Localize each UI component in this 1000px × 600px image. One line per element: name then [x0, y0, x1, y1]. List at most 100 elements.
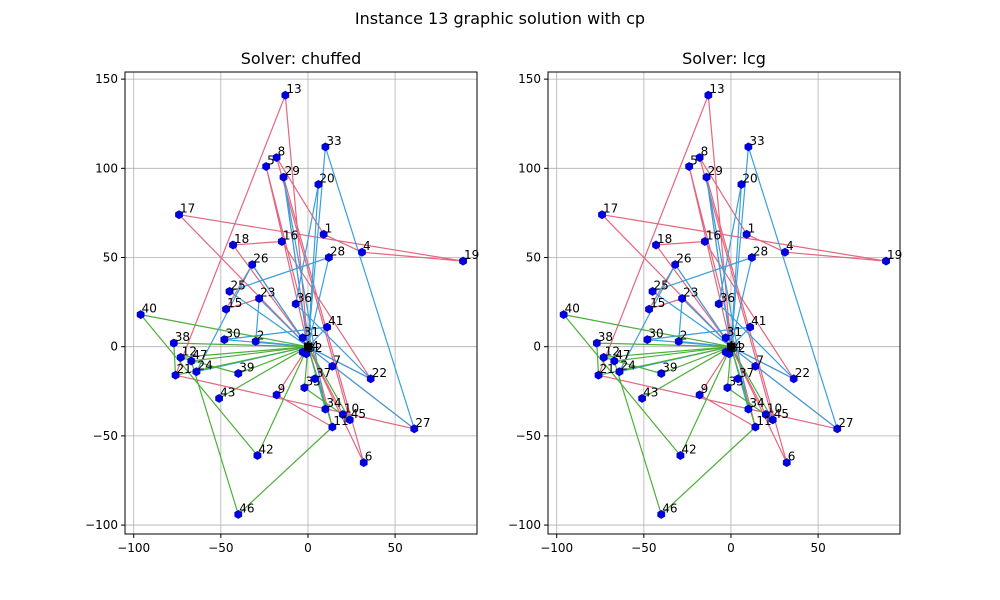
- node-label-2: 2: [680, 328, 688, 342]
- node-label-46: 46: [662, 501, 677, 515]
- node-label-8: 8: [278, 145, 286, 159]
- node-label-20: 20: [742, 171, 757, 185]
- y-tick-label: 50: [526, 251, 541, 265]
- node-label-29: 29: [708, 164, 723, 178]
- y-tick-label: 0: [533, 340, 541, 354]
- node-label-6: 6: [365, 450, 373, 464]
- node-marker-33: [744, 142, 753, 152]
- node-marker-8: [272, 153, 281, 163]
- node-label-27: 27: [415, 416, 430, 430]
- node-label-21: 21: [600, 362, 615, 376]
- subplot-title: Solver: chuffed: [241, 49, 362, 68]
- node-label-4: 4: [363, 239, 371, 253]
- node-marker-33: [321, 142, 330, 152]
- node-marker-2: [674, 336, 683, 346]
- node-marker-38: [592, 338, 601, 348]
- node-marker-12: [599, 352, 608, 362]
- node-label-45: 45: [351, 407, 366, 421]
- y-tick-label: 100: [518, 161, 541, 175]
- node-marker-23: [255, 294, 264, 303]
- node-marker-29: [279, 172, 288, 182]
- node-marker-20: [737, 179, 746, 189]
- node-label-5: 5: [690, 154, 698, 168]
- node-marker-10: [761, 410, 770, 419]
- node-label-27: 27: [838, 416, 853, 430]
- node-marker-25: [225, 286, 234, 296]
- node-marker-46: [234, 509, 243, 519]
- node-label-18: 18: [234, 232, 249, 246]
- node-marker-47: [187, 356, 196, 366]
- node-label-9: 9: [278, 382, 286, 396]
- node-marker-9: [695, 390, 704, 400]
- node-marker-2: [251, 336, 260, 346]
- node-label-19: 19: [464, 248, 479, 262]
- node-label-11: 11: [756, 414, 771, 428]
- node-label-23: 23: [683, 286, 698, 300]
- node-label-34: 34: [749, 396, 764, 410]
- route-blue-11: [223, 326, 328, 348]
- node-label-4: 4: [786, 239, 794, 253]
- node-label-43: 43: [220, 385, 235, 399]
- y-tick-label: 150: [518, 72, 541, 86]
- node-label-40: 40: [142, 302, 157, 316]
- node-marker-35: [300, 383, 309, 393]
- node-marker-40: [559, 310, 568, 320]
- node-label-24: 24: [197, 359, 212, 373]
- axes-frame: [547, 71, 901, 535]
- node-marker-42: [253, 451, 262, 460]
- node-marker-13: [704, 90, 713, 100]
- node-label-37: 37: [316, 366, 331, 380]
- node-marker-41: [746, 322, 755, 332]
- node-marker-28: [747, 253, 756, 262]
- node-marker-27: [833, 424, 842, 434]
- node-marker-43: [638, 393, 646, 403]
- node-marker-20: [314, 179, 323, 189]
- node-marker-31: [298, 333, 307, 343]
- route-green-14: [173, 342, 309, 376]
- node-marker-24: [192, 367, 201, 377]
- node-label-31: 31: [304, 325, 319, 339]
- x-tick-label: −100: [117, 541, 150, 555]
- node-marker-26: [248, 260, 257, 270]
- node-label-38: 38: [175, 330, 190, 344]
- node-marker-16: [277, 237, 286, 246]
- node-marker-46: [657, 509, 666, 519]
- node-label-19: 19: [887, 248, 902, 262]
- node-label-9: 9: [701, 382, 709, 396]
- node-label-41: 41: [328, 314, 343, 328]
- figure-title: Instance 13 graphic solution with cp: [354, 9, 646, 28]
- node-label-1: 1: [325, 221, 333, 235]
- node-label-25: 25: [231, 278, 246, 292]
- depot-marker: [726, 342, 735, 351]
- node-label-12: 12: [605, 344, 620, 358]
- node-label-26: 26: [253, 252, 268, 266]
- node-marker-15: [645, 304, 653, 314]
- node-label-7: 7: [333, 353, 341, 367]
- node-marker-41: [323, 322, 332, 332]
- node-marker-6: [359, 458, 368, 468]
- node-marker-17: [175, 210, 183, 220]
- node-marker-16: [700, 237, 709, 246]
- node-marker-40: [136, 310, 145, 320]
- node-marker-13: [281, 90, 290, 100]
- node-marker-34: [321, 404, 330, 414]
- node-label-7: 7: [756, 353, 764, 367]
- x-tick-label: −50: [631, 541, 656, 555]
- node-label-17: 17: [603, 202, 618, 216]
- node-label-36: 36: [297, 291, 312, 305]
- node-label-15: 15: [650, 296, 665, 310]
- node-label-16: 16: [706, 228, 721, 242]
- node-label-16: 16: [283, 228, 298, 242]
- node-marker-31: [721, 333, 730, 343]
- node-marker-22: [366, 374, 375, 384]
- node-label-43: 43: [643, 385, 658, 399]
- node-marker-45: [768, 415, 777, 425]
- node-marker-7: [328, 361, 337, 371]
- y-tick-label: 150: [95, 72, 118, 86]
- node-label-6: 6: [788, 450, 796, 464]
- node-label-30: 30: [225, 327, 240, 341]
- node-marker-18: [652, 240, 660, 250]
- node-label-24: 24: [620, 359, 635, 373]
- y-tick-label: −100: [85, 518, 118, 532]
